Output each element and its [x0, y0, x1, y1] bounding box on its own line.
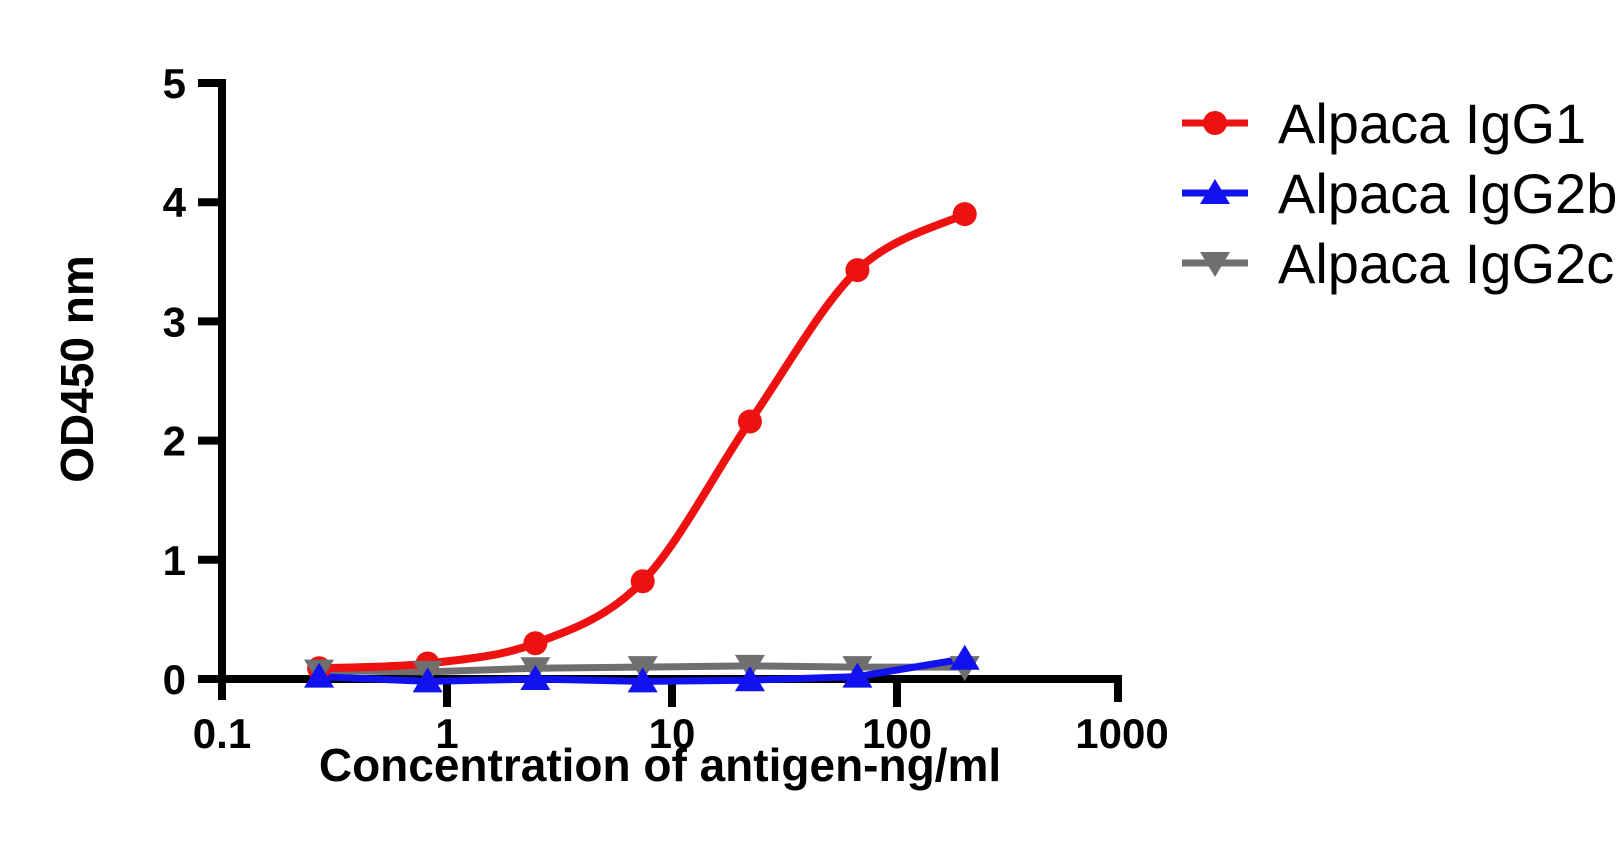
x-tick-label: 10: [649, 710, 696, 757]
triangle-up-marker-icon: [520, 665, 551, 690]
triangle-up-marker-icon: [304, 662, 335, 688]
y-tick-label: 1: [163, 537, 186, 584]
y-axis-title: OD450 nm: [51, 255, 103, 483]
circle-marker-icon: [1182, 111, 1248, 135]
y-tick-label: 4: [163, 179, 187, 226]
y-tick-label: 5: [163, 60, 186, 107]
legend-label: Alpaca IgG2b: [1278, 161, 1618, 225]
y-tick-label: 3: [163, 298, 186, 345]
circle-marker-icon: [523, 631, 548, 656]
axes: [218, 79, 1122, 702]
x-axis-title: Concentration of antigen-ng/ml: [318, 739, 1002, 791]
triangle-up-marker-icon: [842, 662, 873, 688]
series-markers-alpaca-igg2b: [304, 644, 980, 693]
x-tick-label: 1: [435, 710, 458, 757]
triangle-down-marker-icon: [1182, 252, 1248, 277]
series-markers-alpaca-igg1: [307, 202, 977, 681]
legend: Alpaca IgG1 Alpaca IgG2b Alpaca IgG2c: [1180, 88, 1617, 298]
legend-item-alpaca-igg1: Alpaca IgG1: [1180, 88, 1617, 158]
legend-item-alpaca-igg2b: Alpaca IgG2b: [1180, 158, 1617, 228]
y-ticks: 0 1 2 3 4 5: [163, 60, 222, 703]
x-tick-label: 0.1: [193, 710, 251, 757]
triangle-up-marker-icon: [412, 667, 443, 693]
y-tick-label: 2: [163, 418, 186, 465]
triangle-up-marker-icon: [627, 667, 658, 693]
legend-item-alpaca-igg2c: Alpaca IgG2c: [1180, 228, 1617, 298]
x-ticks: 0.1 1 10 100 1000: [193, 683, 1169, 757]
circle-marker-icon: [952, 202, 977, 227]
circle-marker-icon: [737, 409, 762, 434]
x-tick-label: 100: [862, 710, 932, 757]
series-line-alpaca-igg1: [315, 210, 969, 673]
legend-label: Alpaca IgG1: [1278, 91, 1587, 155]
y-tick-label: 0: [163, 656, 186, 703]
circle-marker-icon: [845, 258, 870, 283]
circle-marker-icon: [630, 569, 655, 594]
triangle-up-marker-icon: [734, 666, 765, 692]
legend-label: Alpaca IgG2c: [1278, 231, 1615, 295]
triangle-up-marker-icon: [1182, 179, 1248, 204]
triangle-up-marker-icon: [949, 644, 980, 670]
x-tick-label: 1000: [1075, 710, 1168, 757]
